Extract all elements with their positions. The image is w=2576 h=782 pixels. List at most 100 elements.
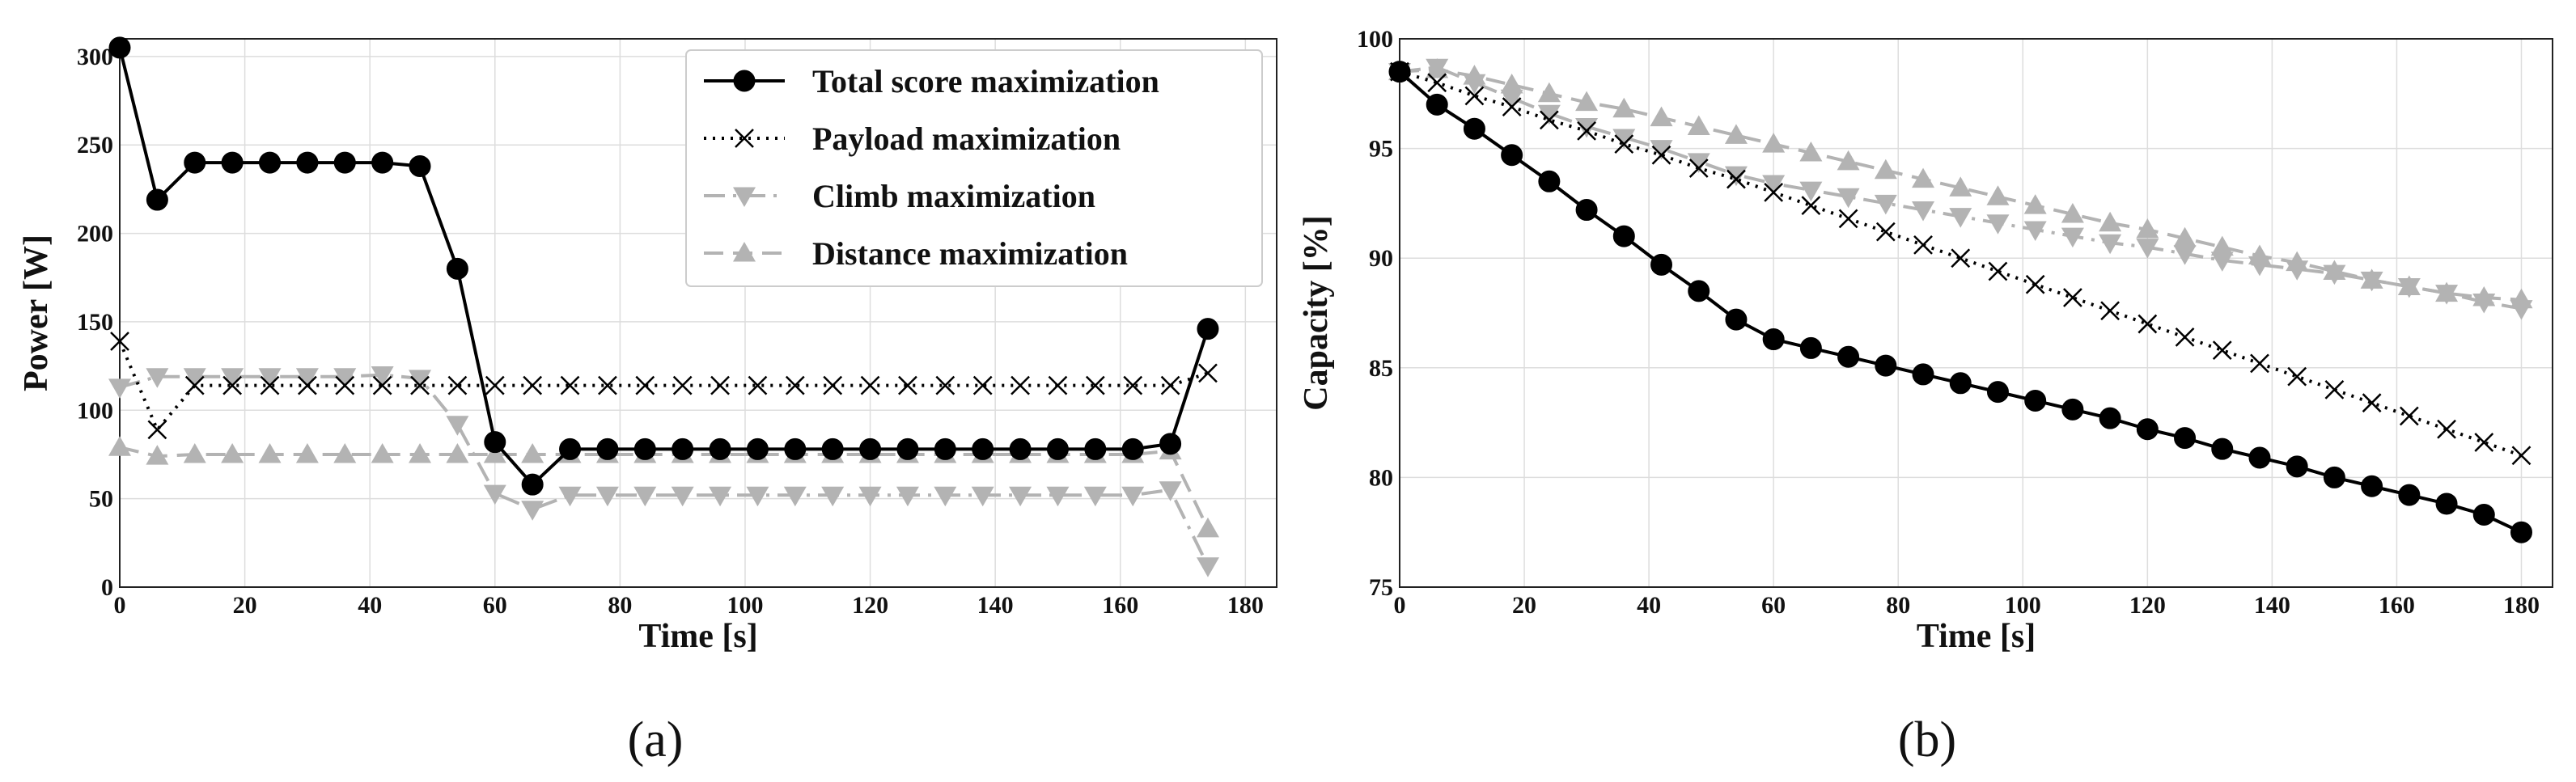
data-point <box>1084 437 1107 460</box>
data-point <box>560 375 580 395</box>
data-point <box>521 473 544 496</box>
data-point <box>296 151 319 174</box>
x-tick-label: 120 <box>852 592 888 619</box>
data-point <box>2061 202 2084 223</box>
x-tick-label: 160 <box>1102 592 1138 619</box>
data-point <box>333 368 357 388</box>
data-point <box>2099 211 2122 232</box>
series-line <box>119 446 1210 530</box>
data-point <box>2211 437 2234 460</box>
y-tick-label: 300 <box>77 44 113 70</box>
data-point <box>1912 201 1935 222</box>
data-point <box>1614 134 1634 154</box>
data-point <box>1575 91 1599 112</box>
data-point <box>184 151 206 174</box>
data-point <box>1463 74 1486 95</box>
y-tick-label: 0 <box>101 574 113 601</box>
panel-caption: (a) <box>628 712 684 767</box>
data-point <box>146 188 168 211</box>
data-point <box>1799 181 1823 202</box>
data-point <box>1009 437 1032 460</box>
x-axis-label: Time [s] <box>1917 618 2036 655</box>
data-point <box>1500 73 1523 94</box>
data-point <box>1159 433 1182 455</box>
series-total-score-maximization <box>108 36 1219 496</box>
x-tick-label: 140 <box>977 592 1014 619</box>
data-point <box>1501 144 1523 167</box>
data-point <box>2286 260 2309 281</box>
data-point <box>1121 486 1145 507</box>
data-point <box>483 442 506 463</box>
data-point <box>821 437 844 460</box>
legend-marker <box>733 242 756 262</box>
legend: Total score maximization Payload maximiza… <box>685 49 1263 287</box>
data-point <box>2474 433 2494 452</box>
data-point <box>2175 327 2195 347</box>
data-point <box>409 370 432 390</box>
legend-label: Climb maximization <box>812 178 1095 214</box>
data-point <box>446 416 469 436</box>
legend-label: Payload maximization <box>812 120 1121 157</box>
data-point <box>935 375 955 395</box>
data-point <box>2286 455 2308 478</box>
y-tick-label: 90 <box>1369 245 1393 272</box>
data-point <box>1085 375 1105 395</box>
data-point <box>1159 481 1182 501</box>
data-point <box>1762 175 1786 195</box>
data-point <box>934 486 957 507</box>
data-point <box>1986 214 2010 235</box>
data-point <box>2435 285 2459 305</box>
data-point <box>2061 227 2084 248</box>
data-point <box>1612 129 1636 150</box>
data-point <box>1688 159 1709 178</box>
data-point <box>2399 406 2419 426</box>
data-point <box>1539 110 1559 130</box>
data-point <box>2173 226 2197 247</box>
data-point <box>2210 235 2234 256</box>
data-point <box>1426 58 1449 79</box>
panel-caption: (b) <box>1898 712 1956 767</box>
data-point <box>1612 225 1635 247</box>
data-point <box>785 375 805 395</box>
data-point <box>1575 117 1599 138</box>
data-point <box>558 486 582 507</box>
data-point <box>447 375 468 395</box>
x-axis-label: Time [s] <box>638 618 757 655</box>
data-point <box>860 375 880 395</box>
data-point <box>2472 293 2496 314</box>
data-point <box>1009 486 1032 507</box>
data-point <box>1537 82 1561 103</box>
data-point <box>746 437 769 460</box>
legend-marker <box>733 70 756 92</box>
data-point <box>483 484 506 505</box>
data-point <box>1724 124 1748 144</box>
data-point <box>972 437 994 460</box>
data-point <box>2137 314 2158 334</box>
data-point <box>1988 261 2008 281</box>
data-point <box>295 368 319 388</box>
x-tick-label: 100 <box>727 592 763 619</box>
data-point <box>2510 300 2533 320</box>
x-tick-label: 180 <box>1227 592 1264 619</box>
data-point <box>1650 106 1673 127</box>
data-point <box>222 375 243 395</box>
data-point <box>598 375 617 395</box>
data-point <box>521 442 544 463</box>
data-point <box>1949 208 1972 228</box>
data-point <box>2023 194 2047 214</box>
y-tick-label: 100 <box>1357 26 1393 53</box>
data-point <box>1426 93 1448 116</box>
data-point <box>1427 73 1447 93</box>
data-point <box>1951 248 1971 268</box>
data-point <box>2360 271 2383 292</box>
data-point <box>1010 375 1030 395</box>
data-point <box>2397 277 2421 298</box>
data-point <box>258 368 282 388</box>
data-point <box>2024 389 2047 412</box>
data-point <box>371 151 394 174</box>
data-point <box>821 486 845 507</box>
plot-frame <box>1399 38 2553 588</box>
x-tick-label: 0 <box>1394 592 1406 619</box>
data-point <box>783 486 807 507</box>
data-point <box>1464 86 1485 106</box>
